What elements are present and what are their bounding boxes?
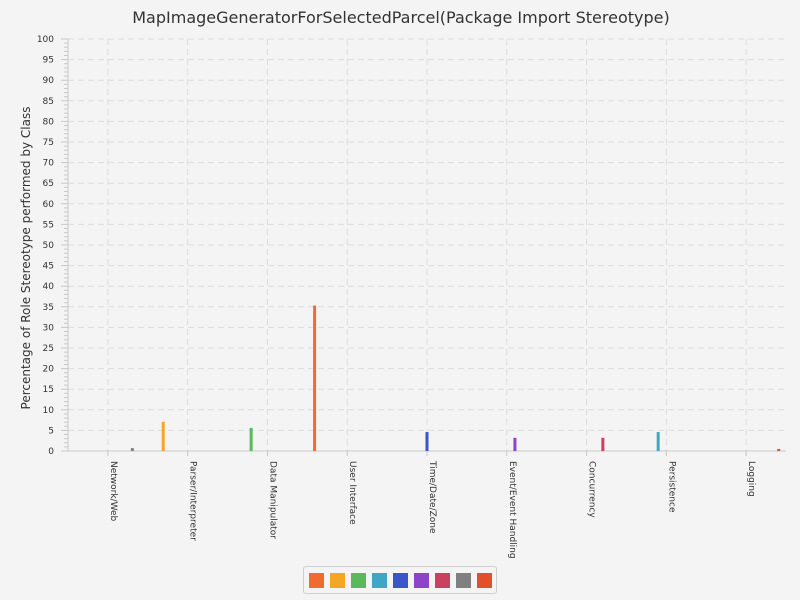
bar: [313, 305, 317, 451]
y-tick-label: 90: [43, 76, 55, 86]
x-tick-label: Event/Event Handling: [507, 461, 517, 559]
legend-swatch: [371, 572, 387, 588]
bar: [513, 437, 517, 451]
legend-swatch: [308, 572, 324, 588]
y-tick-label: 25: [43, 344, 54, 354]
y-tick-label: 100: [37, 35, 54, 45]
legend-swatch: [329, 572, 345, 588]
y-tick-label: 55: [43, 220, 54, 230]
y-tick-label: 10: [43, 406, 55, 416]
x-tick-label: Persistence: [666, 461, 676, 513]
y-tick-label: 20: [43, 365, 55, 375]
legend: [303, 566, 497, 594]
legend-swatch: [392, 572, 408, 588]
legend-swatch: [455, 572, 471, 588]
bar: [601, 437, 605, 451]
bar: [425, 432, 429, 451]
y-tick-label: 75: [43, 138, 54, 148]
y-tick-label: 30: [43, 323, 55, 333]
y-tick-label: 65: [43, 179, 54, 189]
axes: 0 5 10 15 20 25 30 35 40 45 50 55 60 65 70 75 80 85 90 95 10…: [37, 35, 786, 457]
y-tick-label: 40: [43, 282, 55, 292]
bar: [656, 432, 660, 451]
bars: [130, 305, 781, 451]
x-tick-label: Time/Date/Zone: [427, 460, 437, 534]
x-tick-label: User Interface: [347, 461, 357, 525]
bar: [249, 427, 253, 451]
legend-swatch: [434, 572, 450, 588]
chart-title: MapImageGeneratorForSelectedParcel(Packa…: [132, 8, 669, 27]
x-tick-label: Concurrency: [587, 461, 597, 518]
y-tick-label: 80: [43, 117, 55, 127]
y-axis-label: Percentage of Role Stereotype performed …: [19, 107, 33, 410]
y-tick-label: 70: [43, 159, 55, 169]
bar: [161, 421, 165, 451]
y-tick-label: 0: [48, 447, 54, 457]
legend-swatch: [413, 572, 429, 588]
y-tick-label: 85: [43, 97, 54, 107]
bar: [130, 448, 134, 451]
y-tick-label: 5: [48, 426, 54, 436]
bar: [777, 448, 781, 451]
legend-swatch: [476, 572, 492, 588]
x-tick-label: Network/Web: [108, 461, 118, 522]
y-tick-label: 45: [43, 262, 54, 272]
y-tick-label: 15: [43, 385, 54, 395]
grid: [68, 38, 786, 451]
x-tick-label: Logging: [746, 461, 756, 497]
y-tick-label: 60: [43, 200, 55, 210]
y-tick-label: 95: [43, 56, 54, 66]
x-tick-label: Parser/Interpreter: [188, 461, 198, 541]
y-tick-label: 50: [43, 241, 55, 251]
x-tick-labels: Network/Web Parser/Interpreter Data Manipu…: [108, 460, 756, 559]
y-tick-label: 35: [43, 303, 54, 313]
legend-swatch: [350, 572, 366, 588]
x-tick-label: Data Manipulator: [267, 461, 277, 539]
